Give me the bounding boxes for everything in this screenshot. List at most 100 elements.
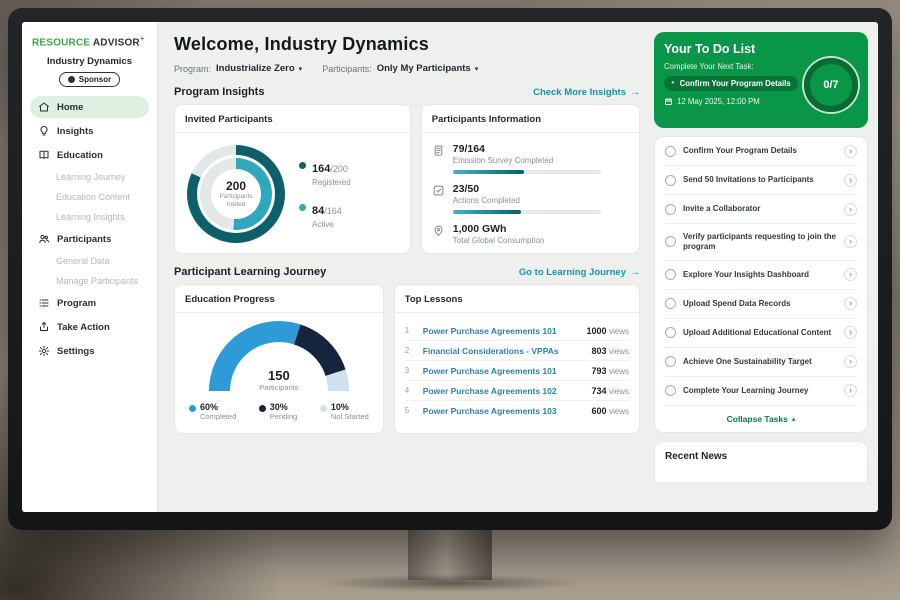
sidebar-item-participants[interactable]: Participants — [30, 228, 149, 250]
task-checkbox[interactable] — [665, 203, 676, 215]
info-row-survey: 79/164 Emission Survey Completed — [432, 143, 629, 174]
task-checkbox[interactable] — [665, 356, 676, 368]
check-more-insights-link[interactable]: Check More Insights → — [533, 87, 640, 98]
sidebar-item-label: Settings — [57, 345, 95, 357]
legend-value: 10% — [330, 402, 349, 412]
lesson-views-unit: views — [608, 326, 629, 336]
lesson-link[interactable]: Power Purchase Agreements 102 — [422, 385, 557, 396]
collapse-tasks-button[interactable]: Collapse Tasks ▴ — [665, 406, 857, 432]
task-row[interactable]: Achieve One Sustainability Target › — [665, 348, 857, 377]
todo-progress-ring: 0/7 — [804, 58, 858, 112]
legend-dot-icon — [189, 405, 196, 412]
lesson-link[interactable]: Power Purchase Agreements 101 — [422, 325, 557, 336]
people-icon — [38, 233, 50, 245]
sidebar-item-learning-journey[interactable]: Learning Journey — [30, 168, 149, 186]
participants-filter-label: Participants: — [322, 63, 372, 74]
chevron-right-icon[interactable]: › — [844, 173, 857, 187]
chevron-right-icon[interactable]: › — [844, 235, 857, 249]
task-row[interactable]: Upload Additional Educational Content › — [665, 319, 857, 348]
task-row[interactable]: Complete Your Learning Journey › — [665, 377, 857, 406]
chevron-up-icon: ▴ — [791, 415, 796, 423]
legend-dot-icon — [299, 162, 306, 169]
chevron-right-icon[interactable]: › — [844, 355, 857, 369]
task-label: Complete Your Learning Journey — [683, 385, 809, 395]
lesson-rank: 4 — [404, 386, 410, 395]
sidebar-item-education-content[interactable]: Education Content — [30, 188, 149, 206]
lesson-views-value: 600 — [591, 405, 607, 416]
lesson-link[interactable]: Financial Considerations - VPPAs — [422, 345, 559, 356]
legend-value: 84 — [312, 205, 325, 217]
learning-journey-header: Participant Learning Journey Go to Learn… — [174, 266, 640, 278]
sidebar-item-learning-insights[interactable]: Learning Insights — [30, 208, 149, 226]
pin-icon — [432, 224, 445, 237]
info-row-consumption: 1,000 GWh Total Global Consumption — [432, 223, 629, 245]
card-title: Top Lessons — [394, 285, 639, 313]
education-gauge-chart: 150 Participants — [208, 321, 349, 392]
task-row[interactable]: Confirm Your Program Details › — [665, 137, 857, 166]
sidebar-item-insights[interactable]: Insights — [30, 120, 149, 142]
gauge-legend: 60% Completed 30% Pending — [185, 392, 373, 421]
go-to-learning-journey-link[interactable]: Go to Learning Journey → — [519, 267, 640, 278]
chevron-right-icon[interactable]: › — [844, 326, 857, 340]
chevron-right-icon[interactable]: › — [844, 384, 857, 398]
task-checkbox[interactable] — [665, 174, 676, 186]
actions-progress-bar — [452, 210, 601, 214]
chevron-right-icon[interactable]: › — [844, 297, 857, 311]
next-task-pill[interactable]: ● Confirm Your Program Details — [664, 75, 798, 91]
progress-fill — [452, 210, 521, 214]
chevron-right-icon[interactable]: › — [844, 202, 857, 216]
sidebar-item-label: Participants — [57, 233, 112, 245]
lesson-views-value: 1000 — [586, 325, 607, 336]
lesson-views-unit: views — [608, 346, 629, 356]
lesson-rank: 1 — [404, 326, 410, 335]
task-row[interactable]: Verify participants requesting to join t… — [665, 224, 857, 261]
lesson-views-unit: views — [608, 366, 629, 376]
task-row[interactable]: Explore Your Insights Dashboard › — [665, 261, 857, 290]
lesson-rank: 3 — [404, 366, 410, 375]
lesson-link[interactable]: Power Purchase Agreements 101 — [422, 365, 557, 376]
chevron-right-icon[interactable]: › — [844, 268, 857, 282]
info-label: Actions Completed — [452, 196, 520, 205]
sidebar-item-education[interactable]: Education — [30, 144, 149, 166]
sidebar-item-general-data[interactable]: General Data — [30, 252, 149, 270]
sponsor-label: Sponsor — [78, 75, 112, 85]
task-checkbox[interactable] — [665, 298, 676, 310]
sidebar-item-home[interactable]: Home — [30, 96, 149, 119]
sidebar-item-label: Manage Participants — [56, 276, 139, 287]
program-select-value: Industrialize Zero — [216, 63, 295, 74]
sidebar-item-program[interactable]: Program — [30, 292, 149, 314]
sponsor-badge[interactable]: Sponsor — [58, 72, 121, 88]
legend-total: /164 — [324, 206, 342, 216]
lesson-row: 5 Power Purchase Agreements 103 600 view… — [405, 401, 629, 420]
task-checkbox[interactable] — [665, 269, 676, 281]
task-checkbox[interactable] — [665, 385, 676, 397]
status-dot-icon: ● — [671, 80, 675, 86]
task-checkbox[interactable] — [665, 145, 676, 157]
filters-row: Program: Industrialize Zero ▾ Participan… — [174, 63, 640, 74]
task-row[interactable]: Invite a Collaborator › — [665, 195, 857, 224]
program-filter: Program: Industrialize Zero ▾ — [174, 63, 302, 74]
sidebar-item-take-action[interactable]: Take Action — [30, 316, 149, 338]
sidebar-item-label: Learning Journey — [56, 172, 126, 183]
donut-hole — [211, 169, 261, 219]
sidebar-item-manage-participants[interactable]: Manage Participants — [30, 272, 149, 290]
arrow-right-icon: → — [630, 266, 640, 278]
lesson-link[interactable]: Power Purchase Agreements 103 — [422, 405, 557, 416]
task-row[interactable]: Send 50 Invitations to Participants › — [665, 166, 857, 195]
task-label: Achieve One Sustainability Target — [683, 356, 812, 366]
task-checkbox[interactable] — [665, 236, 676, 248]
sidebar-item-settings[interactable]: Settings — [30, 340, 149, 362]
participants-select[interactable]: Only My Participants ▾ — [377, 63, 479, 74]
task-row[interactable]: Upload Spend Data Records › — [665, 290, 857, 319]
chevron-right-icon[interactable]: › — [844, 144, 857, 158]
task-checkbox[interactable] — [665, 327, 676, 339]
learning-cards: Education Progress 150 Participants — [174, 284, 640, 434]
lesson-views-unit: views — [608, 386, 629, 396]
donut-center-value: 200 — [225, 179, 247, 194]
program-filter-label: Program: — [174, 63, 212, 74]
lesson-views-unit: views — [608, 406, 629, 416]
tasks-card: Confirm Your Program Details › Send 50 I… — [654, 136, 868, 433]
program-insights-heading: Program Insights — [174, 86, 265, 98]
program-select[interactable]: Industrialize Zero ▾ — [216, 63, 302, 74]
